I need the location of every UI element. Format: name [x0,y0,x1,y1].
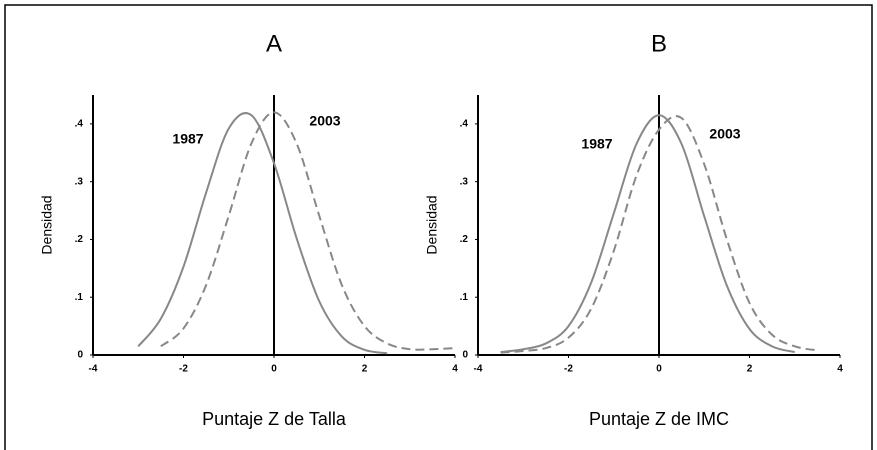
y-tick-label: .3 [460,176,469,187]
x-tick-label: -2 [564,364,573,375]
density-curve [137,112,388,355]
x-tick-label: 4 [837,364,843,375]
x-tick-label: 2 [362,364,368,375]
y-tick-label: .2 [460,234,469,245]
density-curve [500,114,795,354]
series-label: 1987 [581,136,612,152]
x-tick-label: 0 [271,364,277,375]
density-curve [500,115,818,354]
y-tick-label: 0 [77,350,83,361]
y-tick-label: .4 [75,119,84,130]
x-tick-label: 2 [747,364,753,375]
y-axis-label: Densidad [39,195,55,254]
x-tick-label: -2 [179,364,188,375]
y-tick-label: 0 [462,350,468,361]
y-tick-label: .4 [460,119,469,130]
y-tick-label: .3 [75,176,84,187]
panel-title: B [651,30,667,57]
x-tick-label: 0 [656,364,662,375]
x-tick-label: 4 [452,364,458,375]
y-tick-label: .1 [460,292,469,303]
y-tick-label: .2 [75,234,84,245]
x-axis-label: Puntaje Z de Talla [202,409,347,429]
frame [4,4,873,450]
y-axis-label: Densidad [424,195,440,254]
density-curve [160,111,456,351]
y-tick-label: .1 [75,292,84,303]
series-label: 1987 [172,131,203,147]
panel-title: A [266,30,282,57]
series-label: 2003 [309,113,340,129]
x-tick-label: -4 [474,364,483,375]
x-tick-label: -4 [89,364,98,375]
x-axis-label: Puntaje Z de IMC [589,409,729,429]
series-label: 2003 [709,126,740,142]
